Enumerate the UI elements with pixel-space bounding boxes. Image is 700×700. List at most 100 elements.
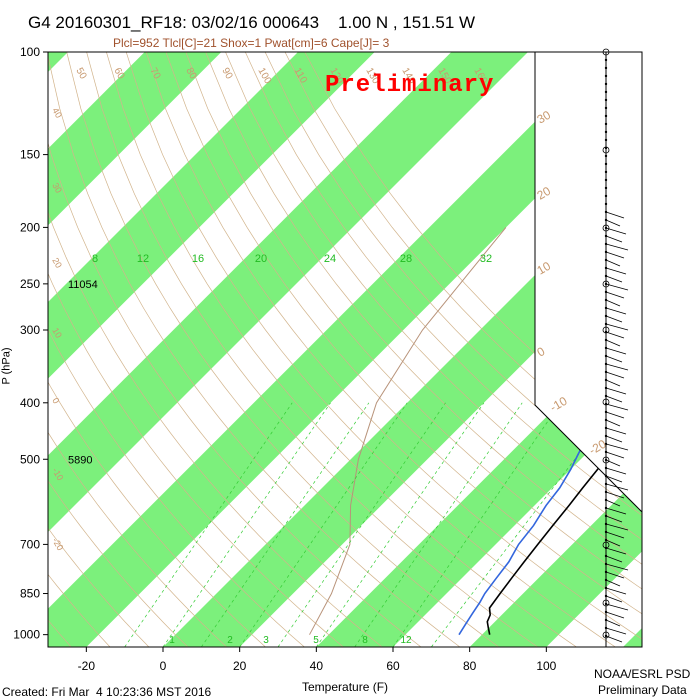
wind-barb (605, 467, 627, 475)
x-tick-label: 100 (536, 659, 556, 673)
x-tick-label: -20 (78, 659, 96, 673)
wind-profile (602, 48, 629, 647)
wind-barb (605, 275, 623, 283)
temperature-band (48, 52, 642, 647)
wind-barb (605, 419, 621, 427)
dry-adiabat-label: 30 (50, 181, 64, 195)
wind-barb (605, 339, 621, 347)
wind-barb (605, 387, 627, 395)
dry-adiabat-label: 20 (50, 256, 64, 270)
y-tick-label: 700 (20, 537, 40, 551)
wind-point (604, 202, 608, 206)
temperature-band (623, 628, 642, 647)
wind-barb (605, 371, 625, 379)
wind-barb (605, 435, 623, 443)
temperature-bands (48, 52, 642, 647)
wind-barb (605, 411, 625, 419)
wind-barb (605, 507, 627, 515)
x-tick-label: 40 (310, 659, 324, 673)
dry-adiabat-line (48, 55, 461, 647)
dry-adiabat-line (48, 141, 422, 647)
dry-adiabat-line (48, 431, 227, 647)
dry-adiabat-line (86, 52, 538, 647)
wind-barb (605, 555, 623, 563)
y-tick-label: 250 (20, 277, 40, 291)
wind-point (604, 138, 608, 142)
temperature-band (469, 474, 642, 647)
wind-barb (605, 347, 627, 355)
wind-point (604, 82, 608, 86)
height-label: 11054 (68, 279, 98, 291)
dry-adiabat-line (304, 52, 642, 445)
calm-wind-circle (602, 631, 610, 639)
x-tick-label: 60 (386, 659, 400, 673)
wind-barb (605, 267, 627, 275)
wind-point (604, 58, 608, 62)
wind-barb (605, 595, 623, 603)
dry-adiabat-line (225, 52, 642, 541)
wind-barb (605, 451, 625, 459)
wind-point (604, 130, 608, 134)
wind-barb (605, 475, 623, 483)
wind-barb (605, 619, 621, 627)
calm-wind-circle (602, 146, 610, 154)
wind-barb (605, 299, 621, 307)
wind-barb (605, 219, 621, 227)
calm-wind-circle (602, 326, 610, 334)
dry-adiabat-label: 140 (399, 66, 417, 86)
calm-wind-circle (602, 456, 610, 464)
wind-barb (605, 307, 627, 315)
dry-adiabat-label: 90 (219, 66, 234, 82)
wind-point (604, 162, 608, 166)
dry-adiabat-label: 10 (50, 326, 64, 340)
wind-point (604, 186, 608, 190)
wind-point (604, 98, 608, 102)
dry-adiabat-label: 70 (147, 66, 162, 82)
dry-adiabat-label: 130 (363, 66, 381, 86)
wind-barb (605, 331, 625, 339)
wind-barb (605, 483, 629, 491)
wind-barb (605, 587, 627, 595)
dry-adiabat-line (48, 328, 305, 647)
moist-adiabat-line (309, 227, 507, 635)
mixing-ratio-label: 8 (92, 253, 98, 265)
dry-adiabat-line (125, 52, 616, 647)
adiabat-lines (48, 52, 642, 647)
temperature-band (48, 52, 68, 72)
y-tick-label: 100 (20, 45, 40, 59)
calm-wind-circle (602, 280, 610, 288)
mixing-ratio-label: 16 (192, 253, 204, 265)
wind-barb (605, 323, 629, 331)
wind-barb (605, 403, 629, 411)
wind-point (604, 122, 608, 126)
dry-adiabat-line (48, 480, 189, 647)
mixing-ratio-label: 5 (313, 635, 319, 646)
wind-barb (605, 531, 625, 539)
wind-barb (605, 315, 623, 323)
y-tick-label: 150 (20, 148, 40, 162)
dry-adiabat-line (165, 52, 642, 615)
y-tick-label: 400 (20, 396, 40, 410)
temperature-band (48, 52, 528, 532)
mixing-ratio-line (354, 402, 523, 647)
mixing-ratio-label: 3 (263, 635, 269, 646)
mixing-ratio-line (162, 402, 331, 647)
y-tick-label: 300 (20, 323, 40, 337)
mixing-ratio-label: 12 (137, 253, 149, 265)
mixing-ratio-line (124, 402, 293, 647)
dry-adiabat-line (106, 52, 577, 647)
temperature-band (48, 52, 375, 379)
dry-adiabat-label: 60 (111, 66, 126, 82)
wind-point (604, 66, 608, 70)
mixing-ratio-label: 20 (255, 253, 267, 265)
dry-adiabat-line (205, 52, 642, 565)
mixing-ratio-line (239, 402, 408, 647)
dry-adiabat-label: 0 (50, 396, 61, 405)
wind-point (604, 74, 608, 78)
wind-point (604, 170, 608, 174)
wind-barb (605, 235, 623, 243)
x-tick-label: 20 (233, 659, 247, 673)
x-tick-label: 0 (160, 659, 167, 673)
wind-point (604, 154, 608, 158)
